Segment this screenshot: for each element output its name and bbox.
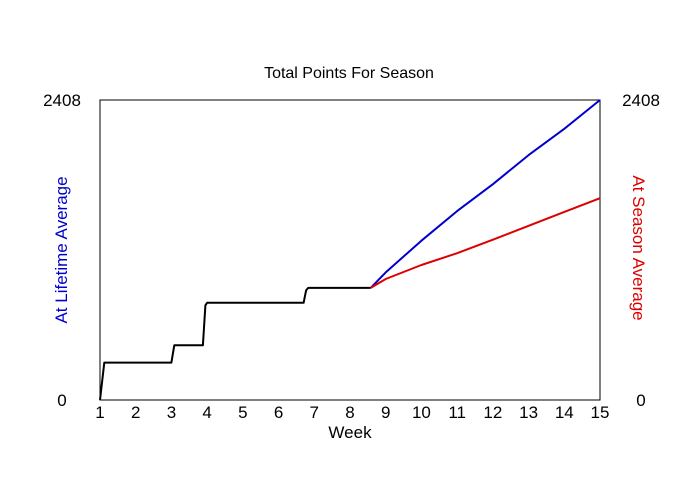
actual-series-line [99,286,371,401]
y-left-axis-label: At Lifetime Average [52,176,71,323]
x-tick-label: 8 [345,403,354,422]
chart-title: Total Points For Season [264,65,434,82]
x-tick-label: 15 [591,403,610,422]
y-left-tick-max: 2408 [43,91,81,110]
x-tick-label: 9 [381,403,390,422]
lifetime-series-line [369,99,601,289]
x-axis-label: Week [328,423,372,442]
x-tick-label: 3 [167,403,176,422]
y-right-tick-max: 2408 [622,91,660,110]
x-tick-label: 11 [448,403,466,422]
x-axis-ticks: 1 2 3 4 5 6 7 8 9 10 11 12 13 14 15 [95,403,609,422]
x-tick-label: 10 [412,403,431,422]
x-tick-label: 2 [131,403,140,422]
x-tick-label: 4 [202,403,211,422]
x-tick-label: 5 [238,403,247,422]
x-tick-label: 6 [274,403,283,422]
season-series-line [370,197,601,289]
y-right-tick-min: 0 [636,391,645,410]
y-left-tick-min: 0 [57,391,66,410]
x-tick-label: 13 [519,403,538,422]
x-tick-label: 1 [95,403,104,422]
x-tick-label: 12 [483,403,502,422]
series-layer [99,99,601,401]
x-tick-label: 14 [555,403,574,422]
x-tick-label: 7 [310,403,319,422]
y-right-axis-label: At Season Average [629,175,648,320]
plot-frame [99,99,601,401]
